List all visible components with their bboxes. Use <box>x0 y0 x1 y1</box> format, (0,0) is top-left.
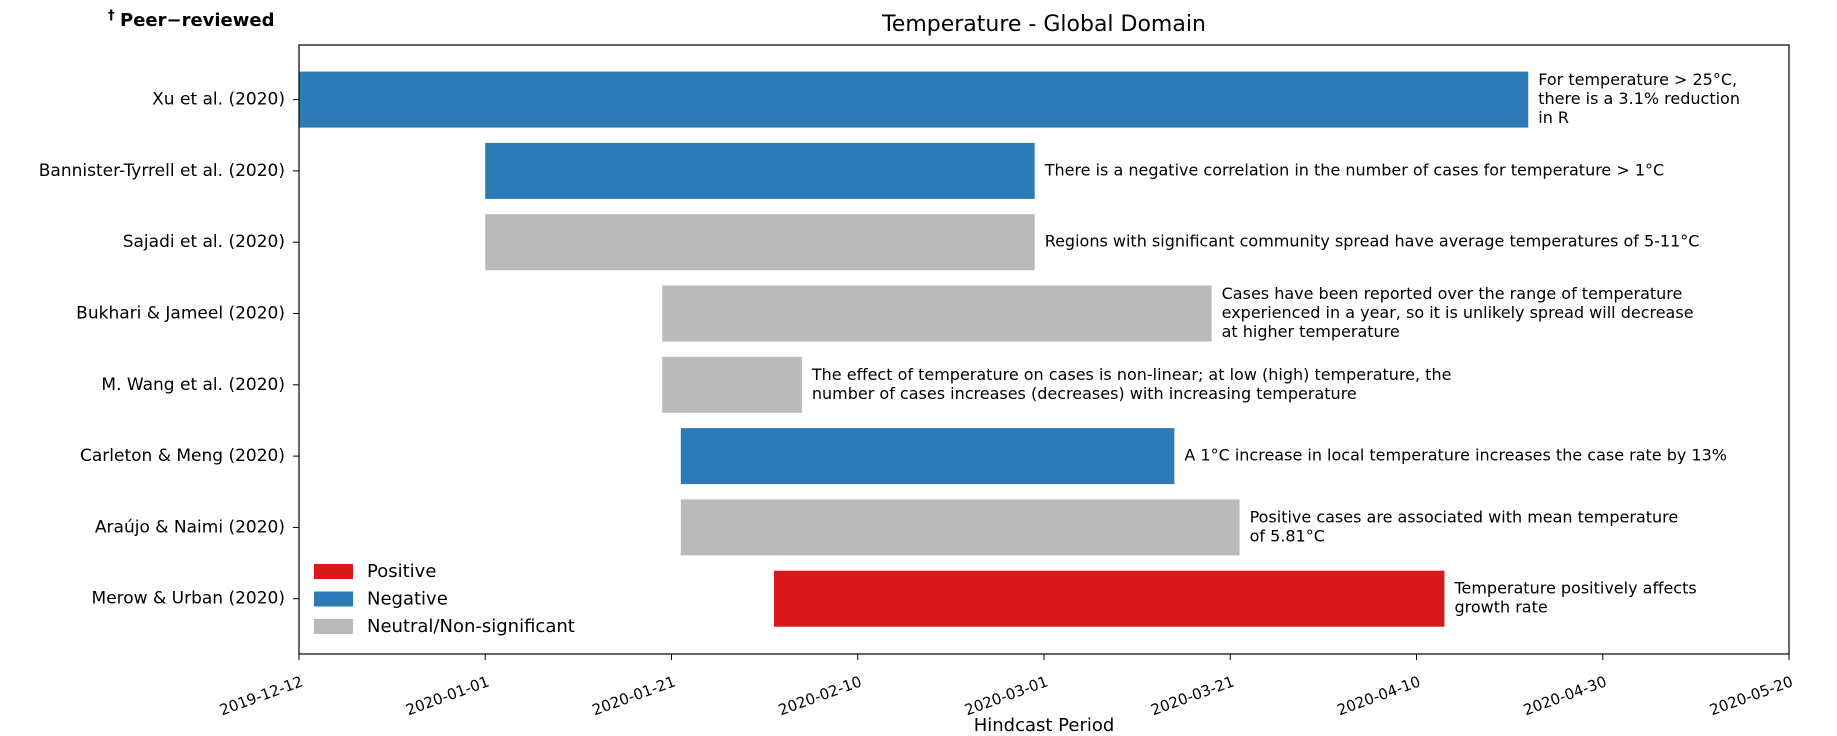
legend-swatch <box>314 591 353 607</box>
legend-swatch <box>314 619 353 634</box>
legend-swatch <box>314 564 353 579</box>
bar <box>485 142 1035 199</box>
legend-label: Neutral/Non-significant <box>367 616 575 637</box>
y-tick-label: Merow & Urban (2020) <box>92 589 285 609</box>
annotation: of 5.81°C <box>1250 526 1325 545</box>
bar <box>680 428 1175 485</box>
annotation: There is a negative correlation in the n… <box>1044 160 1665 179</box>
x-tick-label: 2020-01-01 <box>403 672 491 719</box>
annotation: at higher temperature <box>1222 322 1400 341</box>
y-tick-label: Bukhari & Jameel (2020) <box>76 304 285 324</box>
annotation: Positive cases are associated with mean … <box>1250 507 1679 526</box>
y-tick-label: Araújo & Naimi (2020) <box>95 517 285 537</box>
x-tick-label: 2020-01-21 <box>590 672 678 719</box>
plot-frame <box>298 44 1790 655</box>
x-tick-label: 2020-05-20 <box>1707 672 1795 719</box>
bar <box>662 285 1212 342</box>
annotation: Regions with significant community sprea… <box>1045 232 1700 251</box>
bar <box>773 570 1445 627</box>
annotation: Temperature positively affects <box>1453 579 1696 598</box>
bar <box>299 71 1529 128</box>
bar <box>662 356 802 413</box>
chart-title: Temperature - Global Domain <box>881 12 1206 37</box>
y-tick-label: Xu et al. (2020) <box>152 90 285 110</box>
x-tick-label: 2020-04-10 <box>1335 672 1423 719</box>
x-tick-label: 2020-02-10 <box>776 672 864 719</box>
y-tick-label: M. Wang et al. (2020) <box>101 375 285 395</box>
y-tick-label: Bannister-Tyrrell et al. (2020) <box>39 161 285 181</box>
x-tick-label: 2019-12-12 <box>217 672 305 719</box>
legend-label: Negative <box>367 589 448 610</box>
peer-label: Peer−reviewed <box>120 10 275 31</box>
bar <box>485 214 1035 271</box>
y-tick-label: Sajadi et al. (2020) <box>123 232 285 252</box>
annotation: experienced in a year, so it is unlikely… <box>1222 303 1694 322</box>
annotation: For temperature > 25°C, <box>1538 70 1737 89</box>
legend-label: Positive <box>367 561 436 582</box>
x-tick-label: 2020-03-21 <box>1148 672 1236 719</box>
bar <box>680 499 1240 556</box>
x-axis-label: Hindcast Period <box>974 715 1115 736</box>
annotation: A 1°C increase in local temperature incr… <box>1184 446 1727 465</box>
annotation: The effect of temperature on cases is no… <box>811 365 1452 384</box>
annotation: in R <box>1538 108 1569 127</box>
peer-marker: † <box>108 9 115 24</box>
annotation: number of cases increases (decreases) wi… <box>812 384 1357 403</box>
x-tick-label: 2020-04-30 <box>1521 672 1609 719</box>
y-tick-label: Carleton & Meng (2020) <box>80 446 285 466</box>
annotation: Cases have been reported over the range … <box>1222 284 1683 303</box>
annotation: growth rate <box>1454 598 1547 617</box>
annotation: there is a 3.1% reduction <box>1538 89 1740 108</box>
x-tick-label: 2020-03-01 <box>962 672 1050 719</box>
